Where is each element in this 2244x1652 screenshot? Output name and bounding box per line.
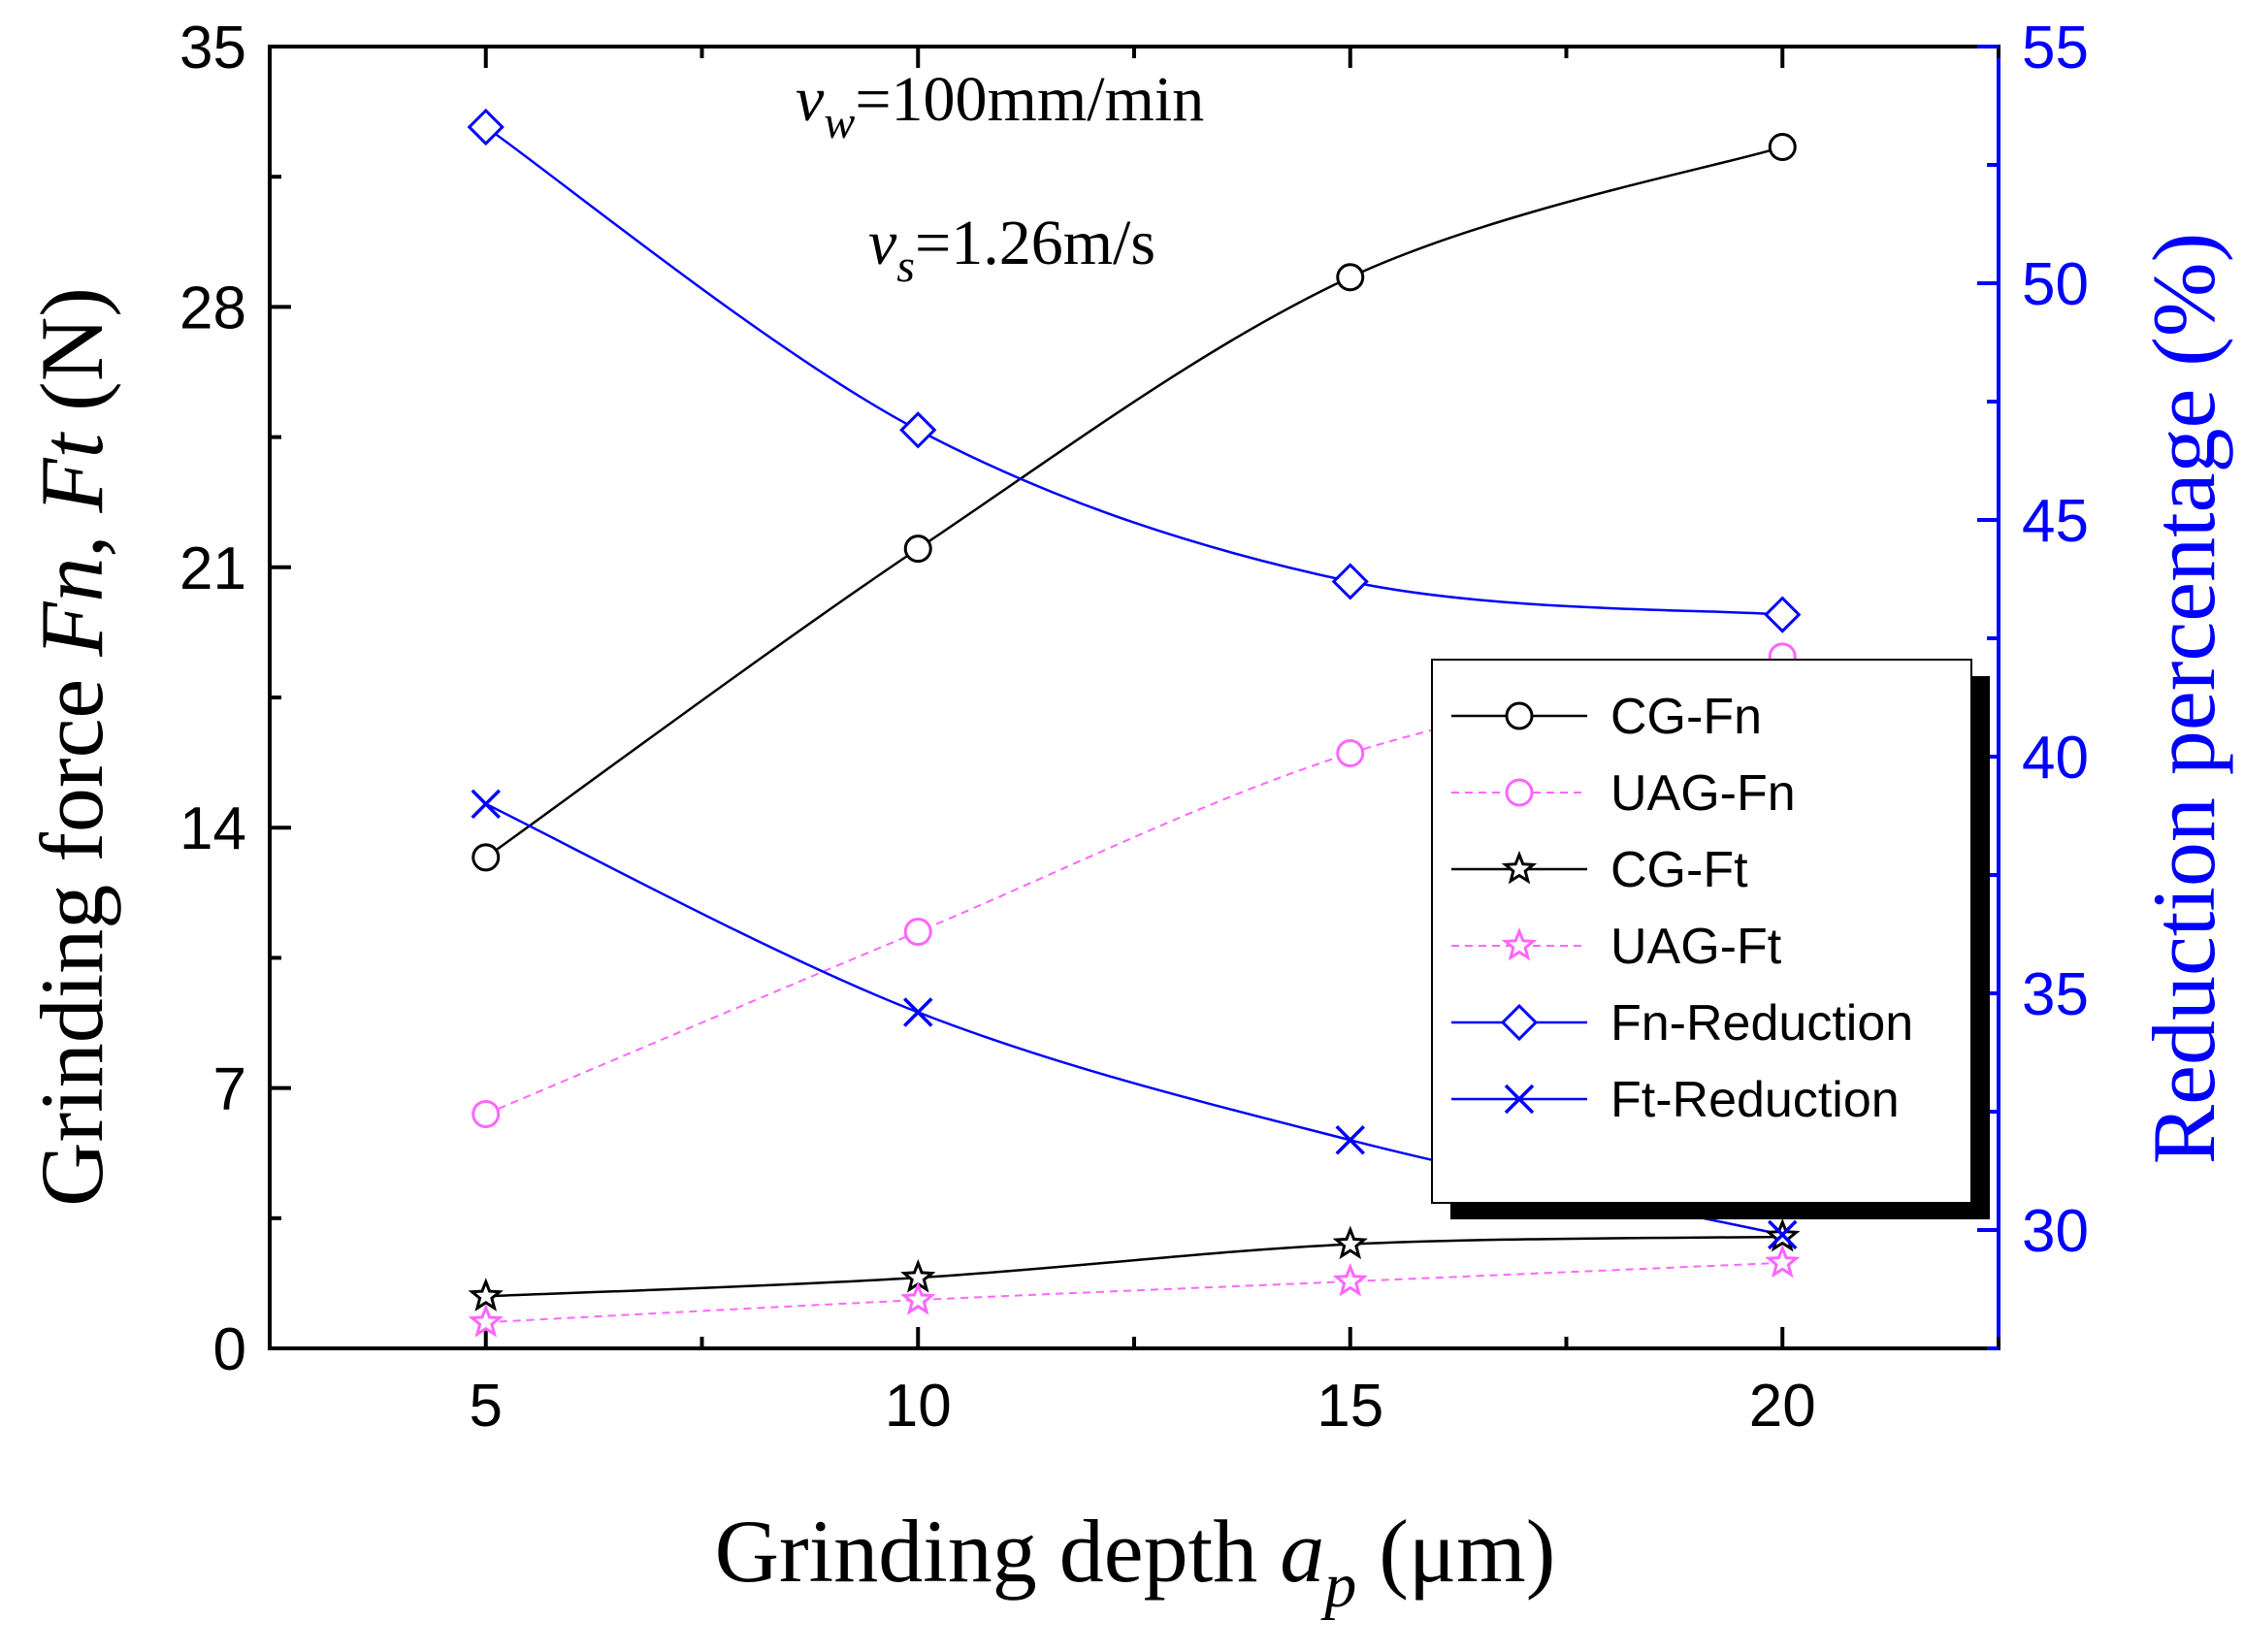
right-y-tick-label: 40 — [2022, 725, 2089, 792]
legend-label-cg-ft: CG-Ft — [1610, 842, 1748, 898]
point-uag-fn — [472, 1099, 501, 1128]
x-tick-label: 5 — [470, 1373, 503, 1440]
legend-label-uag-ft: UAG-Ft — [1610, 919, 1782, 975]
right-y-tick-label: 45 — [2022, 488, 2089, 555]
point-fn-reduction — [1764, 596, 1802, 633]
point-uag-fn — [903, 918, 932, 947]
series-line-uag-ft — [485, 1261, 1783, 1324]
right-y-tick-label: 30 — [2022, 1198, 2089, 1265]
x-axis-title-unit: (μm) — [1356, 1502, 1555, 1601]
point-uag-ft — [1765, 1244, 1801, 1279]
point-ft-reduction-stroke — [1768, 1219, 1798, 1250]
point-fn-reduction — [1331, 563, 1369, 600]
annotation-vw-var: v — [796, 64, 825, 135]
point-ft-reduction-stroke — [903, 997, 933, 1027]
left-y-tick-label: 14 — [179, 795, 246, 862]
legend-box — [1431, 659, 1972, 1204]
left-y-tick-label: 0 — [213, 1316, 246, 1383]
left-axis-title-prefix: Grinding force — [22, 657, 121, 1207]
point-ft-reduction-stroke — [471, 789, 501, 820]
legend-marker-cg-fn — [1505, 701, 1534, 730]
point-uag-ft — [1332, 1262, 1368, 1297]
point-uag-ft — [468, 1304, 504, 1338]
point-fn-reduction — [467, 108, 504, 146]
point-cg-fn — [472, 843, 501, 872]
point-fn-reduction — [899, 411, 937, 449]
left-axis-title-var1: Fn — [22, 558, 121, 658]
right-y-tick-label: 55 — [2022, 15, 2089, 81]
legend-marker-ft-reduction-stroke — [1504, 1084, 1535, 1115]
left-y-tick-label: 35 — [179, 15, 246, 81]
point-uag-fn — [1336, 739, 1365, 768]
annotation-vw-sub: w — [824, 97, 855, 148]
x-tick-label: 15 — [1317, 1373, 1383, 1440]
legend-marker-uag-ft — [1501, 926, 1538, 961]
x-axis-title-sub: p — [1320, 1550, 1356, 1621]
legend-label-ft-reduction: Ft-Reduction — [1610, 1072, 1900, 1128]
x-axis-title: Grinding depth ap (μm) — [715, 1502, 1556, 1621]
series-line-cg-fn — [485, 146, 1783, 858]
legend-marker-uag-fn — [1505, 778, 1534, 807]
legend-marker-cg-ft — [1501, 850, 1538, 885]
series-markers — [467, 108, 1802, 1338]
left-y-tick-label: 7 — [213, 1056, 246, 1123]
left-y-tick-label: 21 — [179, 535, 246, 602]
left-y-tick-label: 28 — [179, 275, 246, 341]
point-cg-ft — [468, 1278, 504, 1312]
x-tick-label: 20 — [1749, 1373, 1816, 1440]
point-ft-reduction — [903, 997, 933, 1027]
point-cg-fn — [1336, 263, 1365, 292]
annotation-vw: vw=100mm/min — [796, 64, 1204, 148]
right-y-tick-label: 50 — [2022, 251, 2089, 318]
x-tick-label: 10 — [885, 1373, 952, 1440]
point-cg-fn — [903, 534, 932, 564]
point-ft-reduction — [1335, 1125, 1365, 1155]
point-ft-reduction-stroke — [1335, 1125, 1365, 1155]
series-line-fn-reduction — [485, 125, 1783, 616]
legend-marker-fn-reduction — [1500, 1003, 1539, 1042]
annotation-vs: vs=1.26m/s — [868, 208, 1155, 292]
left-axis-title-var2: Ft — [22, 431, 121, 513]
point-cg-ft — [1332, 1225, 1368, 1260]
right-y-tick-label: 35 — [2022, 961, 2089, 1028]
annotation-vs-sub: s — [896, 241, 915, 292]
point-ft-reduction — [471, 789, 501, 820]
right-axis-title: Reduction percentage (%) — [2134, 233, 2233, 1164]
series-line-cg-ft — [485, 1235, 1783, 1298]
point-cg-fn — [1768, 133, 1797, 162]
left-axis-title: Grinding force Fn, Ft (N) — [22, 287, 121, 1207]
left-axis-title-sep: , — [22, 513, 121, 558]
legend-label-cg-fn: CG-Fn — [1610, 689, 1762, 745]
ticks: 5 10 15 20 0 7 14 21 28 35 30 35 40 45 50 55 — [179, 15, 2089, 1440]
point-uag-ft — [900, 1281, 936, 1315]
legend: CG-Fn UAG-Fn CG-Ft UAG-Ft Fn-Reduction Ft-Red… — [1431, 659, 1990, 1219]
annotation-vs-text: =1.26m/s — [915, 208, 1155, 278]
annotation-vs-var: v — [868, 208, 897, 278]
point-ft-reduction — [1768, 1219, 1798, 1250]
x-axis-title-prefix: Grinding depth — [715, 1502, 1281, 1601]
legend-marker-ft-reduction — [1504, 1084, 1535, 1115]
left-axis-title-unit: (N) — [22, 287, 121, 434]
legend-label-uag-fn: UAG-Fn — [1610, 765, 1796, 822]
legend-label-fn-reduction: Fn-Reduction — [1610, 995, 1913, 1052]
annotation-vw-text: =100mm/min — [855, 64, 1204, 135]
x-axis-title-var: a — [1280, 1502, 1324, 1601]
